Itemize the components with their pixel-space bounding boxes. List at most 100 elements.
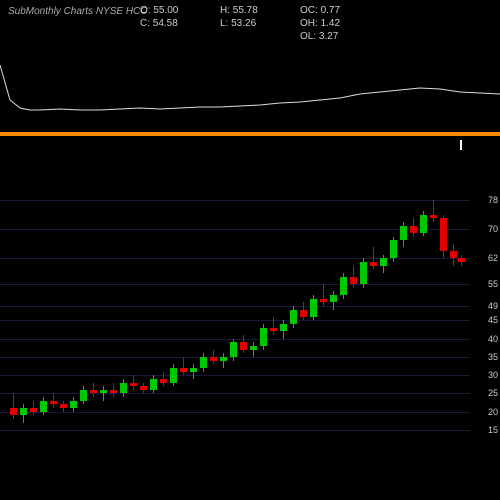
candle[interactable] [320, 200, 327, 430]
candle[interactable] [40, 200, 47, 430]
candle[interactable] [300, 200, 307, 430]
candle[interactable] [80, 200, 87, 430]
candle-wick [183, 357, 184, 375]
candle[interactable] [100, 200, 107, 430]
candle[interactable] [90, 200, 97, 430]
candle-body [250, 346, 257, 350]
y-tick-label: 62 [488, 253, 498, 263]
candle[interactable] [20, 200, 27, 430]
candle[interactable] [290, 200, 297, 430]
candle[interactable] [30, 200, 37, 430]
candle-body [180, 368, 187, 372]
candle-body [200, 357, 207, 368]
candle[interactable] [250, 200, 257, 430]
candle[interactable] [440, 200, 447, 430]
candle-body [370, 262, 377, 266]
candle[interactable] [330, 200, 337, 430]
candle-body [170, 368, 177, 383]
candle-body [230, 342, 237, 357]
candle-body [100, 390, 107, 394]
y-tick-label: 15 [488, 425, 498, 435]
candle-body [50, 401, 57, 405]
y-tick-label: 78 [488, 195, 498, 205]
candle-body [120, 383, 127, 394]
candle-body [310, 299, 317, 317]
candle-body [260, 328, 267, 346]
candle[interactable] [10, 200, 17, 430]
candle[interactable] [280, 200, 287, 430]
candle-body [270, 328, 277, 332]
candle[interactable] [50, 200, 57, 430]
candle[interactable] [190, 200, 197, 430]
candle[interactable] [110, 200, 117, 430]
panel-divider [0, 132, 500, 136]
candle[interactable] [70, 200, 77, 430]
candle[interactable] [270, 200, 277, 430]
candle[interactable] [240, 200, 247, 430]
candle[interactable] [310, 200, 317, 430]
y-tick-label: 70 [488, 224, 498, 234]
candle[interactable] [420, 200, 427, 430]
y-tick-label: 25 [488, 388, 498, 398]
candle-body [330, 295, 337, 302]
candle[interactable] [260, 200, 267, 430]
candle[interactable] [360, 200, 367, 430]
candle[interactable] [458, 200, 465, 430]
candle-body [320, 299, 327, 303]
y-tick-label: 40 [488, 334, 498, 344]
candle-wick [223, 353, 224, 368]
candle[interactable] [370, 200, 377, 430]
candle[interactable] [400, 200, 407, 430]
oh-value: OH: 1.42 [300, 17, 350, 30]
candlestick-chart[interactable] [0, 200, 470, 430]
candle-body [350, 277, 357, 284]
y-tick-label: 30 [488, 370, 498, 380]
candle[interactable] [230, 200, 237, 430]
candle[interactable] [170, 200, 177, 430]
candle-wick [373, 247, 374, 269]
candle-body [290, 310, 297, 325]
candle[interactable] [450, 200, 457, 430]
candle[interactable] [180, 200, 187, 430]
candle-body [150, 379, 157, 390]
candle-body [80, 390, 87, 401]
candle-wick [253, 342, 254, 357]
candle[interactable] [120, 200, 127, 430]
candle[interactable] [160, 200, 167, 430]
candle-body [410, 226, 417, 233]
candle-wick [273, 317, 274, 335]
candle-body [458, 258, 465, 262]
candle[interactable] [340, 200, 347, 430]
candle[interactable] [60, 200, 67, 430]
candle-body [400, 226, 407, 241]
candle[interactable] [380, 200, 387, 430]
candle-wick [323, 284, 324, 306]
candle-body [240, 342, 247, 349]
candle[interactable] [390, 200, 397, 430]
y-tick-label: 20 [488, 407, 498, 417]
candle[interactable] [430, 200, 437, 430]
candle[interactable] [220, 200, 227, 430]
candle[interactable] [210, 200, 217, 430]
candle[interactable] [140, 200, 147, 430]
candle[interactable] [410, 200, 417, 430]
candle-body [450, 251, 457, 258]
candle-body [90, 390, 97, 394]
candle-body [140, 386, 147, 390]
candle-body [220, 357, 227, 361]
close-value: C: 54.58 [140, 17, 190, 30]
candle-body [210, 357, 217, 361]
y-tick-label: 45 [488, 315, 498, 325]
candle-body [10, 408, 17, 415]
candle[interactable] [130, 200, 137, 430]
y-tick-label: 49 [488, 301, 498, 311]
candle-body [440, 218, 447, 251]
candle[interactable] [150, 200, 157, 430]
candle[interactable] [350, 200, 357, 430]
candle-body [130, 383, 137, 387]
candle-body [70, 401, 77, 408]
y-tick-label: 35 [488, 352, 498, 362]
candle[interactable] [200, 200, 207, 430]
candle-body [40, 401, 47, 412]
candle-body [280, 324, 287, 331]
